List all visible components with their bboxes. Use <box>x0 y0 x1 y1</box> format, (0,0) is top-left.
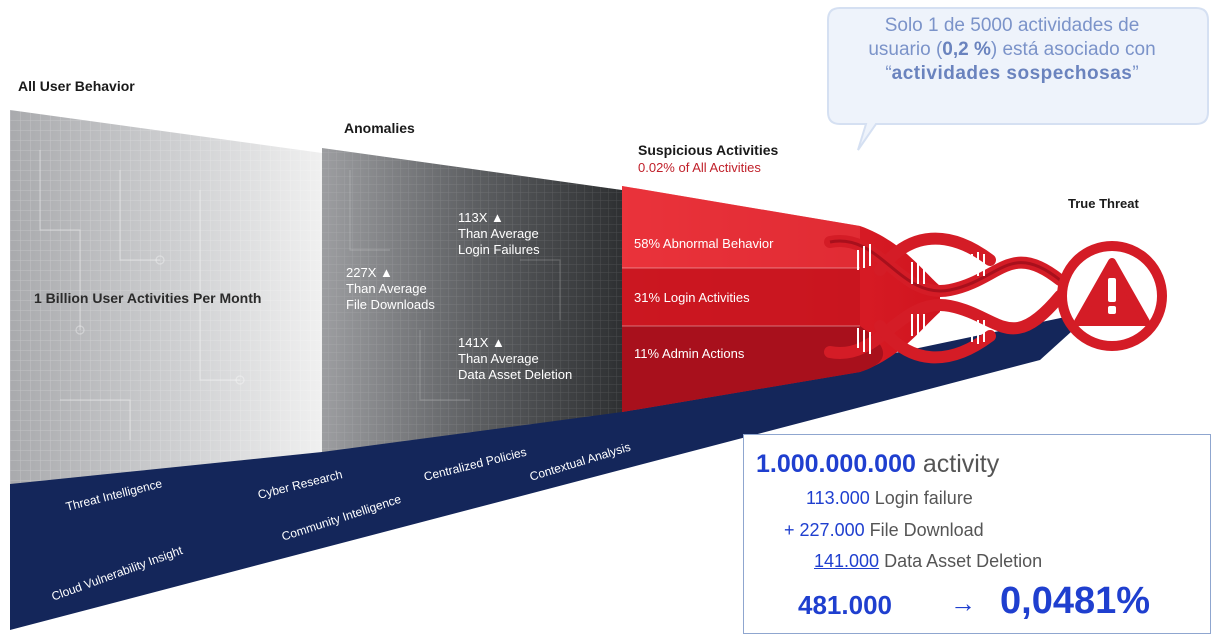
calculation-box <box>743 434 1211 634</box>
calc-row-number: 141.000 <box>814 551 880 571</box>
calc-row: 113.000 Login failure <box>806 488 973 509</box>
anomaly-metric: 141X ▲ <box>458 335 505 350</box>
callout-line2-pre: usuario ( <box>868 39 943 60</box>
calc-arrow: → <box>950 588 976 618</box>
callout-bubble <box>827 7 1209 151</box>
threat-title: True Threat <box>1068 196 1139 211</box>
suspicious-item: 58% Abnormal Behavior <box>634 236 774 251</box>
callout-quote-close: ” <box>1132 63 1139 84</box>
callout-quote-open: “ <box>885 63 892 84</box>
anomaly-line1: Than Average <box>346 281 427 296</box>
callout-line3: “actividades sospechosas” <box>826 62 1198 86</box>
all-behavior-title: All User Behavior <box>18 78 135 94</box>
suspicious-subtitle: 0.02% of All Activities <box>638 160 761 175</box>
anomaly-item: 113X ▲ Than Average Login Failures <box>458 210 540 258</box>
anomaly-line2: Login Failures <box>458 242 540 257</box>
anomaly-metric: 227X ▲ <box>346 265 393 280</box>
anomaly-line1: Than Average <box>458 351 539 366</box>
anomaly-item: 141X ▲ Than Average Data Asset Deletion <box>458 335 572 383</box>
suspicious-item: 11% Admin Actions <box>634 346 745 361</box>
callout-emphasis: actividades sospechosas <box>891 63 1133 84</box>
calc-row-number: 113.000 <box>806 488 870 508</box>
calc-row-label: Login failure <box>874 488 973 508</box>
helix-rungs <box>857 244 985 354</box>
calc-result: 0,0481% <box>1000 580 1151 622</box>
suspicious-item: 31% Login Activities <box>634 290 750 305</box>
anomaly-metric: 113X ▲ <box>458 210 504 225</box>
callout-text: Solo 1 de 5000 actividades de usuario (0… <box>826 14 1198 86</box>
base-band <box>10 316 1082 630</box>
warning-icon <box>1074 258 1150 326</box>
anomaly-line2: File Downloads <box>346 297 435 312</box>
calc-row-label: File Download <box>869 520 984 540</box>
anomaly-item: 227X ▲ Than Average File Downloads <box>346 265 435 313</box>
calc-total: 1.000.000.000 activity <box>756 450 999 479</box>
anomaly-line2: Data Asset Deletion <box>458 367 573 382</box>
callout-line2: usuario (0,2 %) está asociado con <box>826 38 1198 62</box>
callout-percent: 0,2 % <box>942 39 991 60</box>
calc-row-label: Data Asset Deletion <box>884 551 1043 571</box>
calc-total-number: 1.000.000.000 <box>756 450 916 478</box>
suspicious-title: Suspicious Activities <box>638 142 779 158</box>
calc-plus: + <box>784 520 795 540</box>
calc-row: + 227.000 File Download <box>784 520 984 541</box>
calc-row-number: 227.000 <box>799 520 865 540</box>
calc-sum: 481.000 <box>798 590 892 620</box>
all-behavior-body: 1 Billion User Activities Per Month <box>34 290 262 306</box>
calc-row: 141.000 Data Asset Deletion <box>814 551 1042 572</box>
callout-line1: Solo 1 de 5000 actividades de <box>884 15 1140 36</box>
calc-total-label: activity <box>922 450 1000 478</box>
anomaly-line1: Than Average <box>458 226 539 241</box>
callout-line2-post: ) está asociado con <box>990 39 1156 60</box>
anomalies-title: Anomalies <box>344 120 415 136</box>
